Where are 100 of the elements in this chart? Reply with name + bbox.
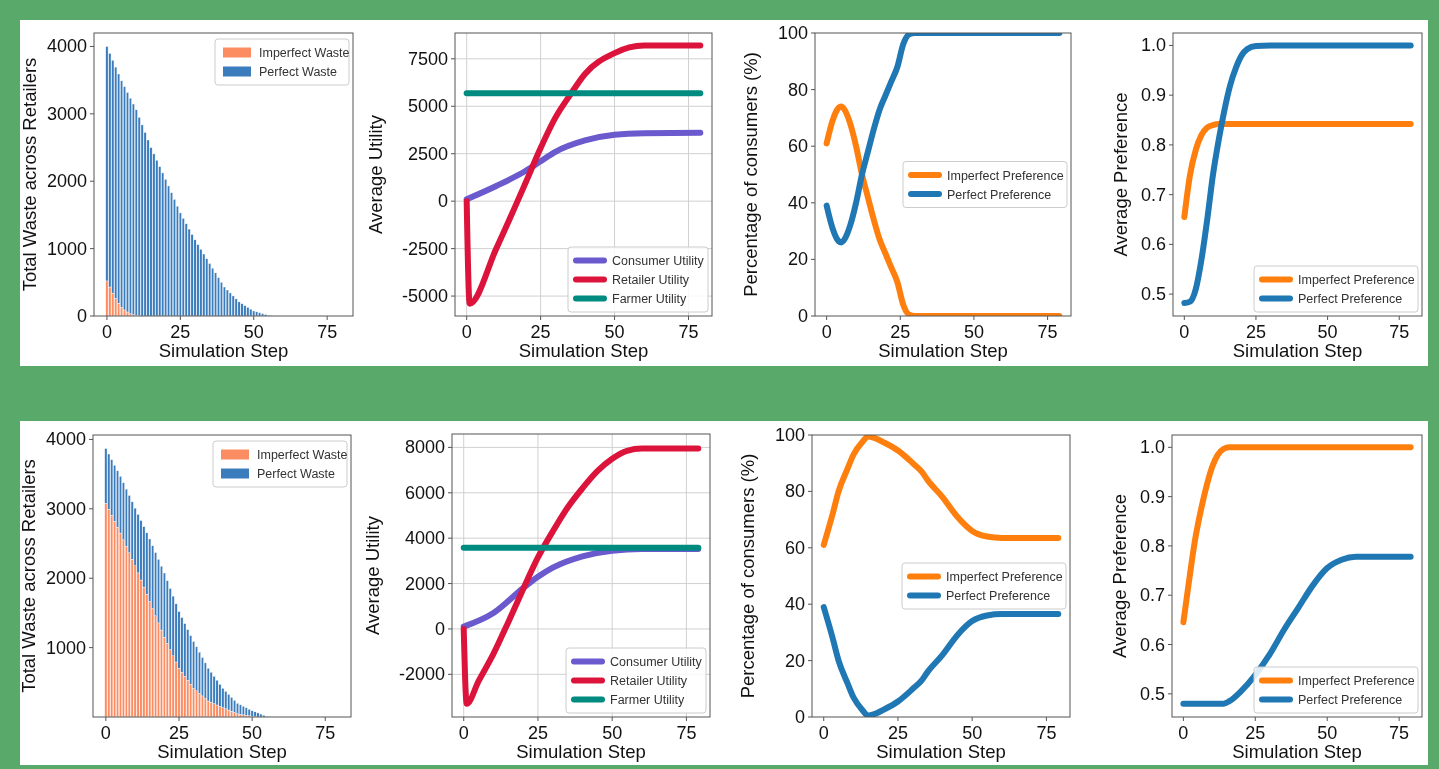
y-tick-label: 0.9	[1140, 85, 1166, 106]
x-tick-label: 25	[1245, 322, 1266, 342]
legend-label: Retailer Utility	[612, 273, 690, 287]
legend-label: Perfect Waste	[257, 467, 336, 481]
y-tick-label: -2500	[401, 238, 448, 259]
legend-label: Imperfect Preference	[1298, 674, 1415, 688]
x-tick-label: 25	[890, 322, 911, 342]
y-tick-label: 7500	[407, 48, 448, 69]
x-axis-title: Simulation Step	[1232, 741, 1362, 762]
y-tick-label: 2000	[46, 171, 87, 192]
x-tick-label: 75	[1037, 322, 1058, 342]
y-axis-title: Average Preference	[1110, 92, 1131, 257]
y-tick-label: 60	[787, 136, 808, 157]
y-tick-label: 0.7	[1140, 184, 1166, 205]
x-tick-label: 50	[1317, 723, 1338, 743]
y-tick-label: 40	[784, 594, 805, 615]
legend-label: Perfect Preference	[1298, 292, 1403, 306]
x-tick-label: 50	[604, 322, 625, 342]
legend-label: Imperfect Waste	[257, 448, 348, 462]
legend-label: Consumer Utility	[612, 254, 705, 268]
x-tick-label: 25	[527, 723, 548, 743]
y-tick-label: 0	[76, 306, 87, 326]
legend-label: Imperfect Waste	[259, 46, 350, 60]
legend-label: Perfect Preference	[947, 187, 1052, 202]
y-tick-label: 0.6	[1140, 234, 1166, 255]
x-axis-title: Simulation Step	[876, 741, 1006, 762]
y-tick-label: 6000	[404, 482, 445, 503]
y-tick-label: 8000	[404, 437, 445, 458]
y-tick-label: 100	[777, 23, 808, 43]
y-tick-label: 0.8	[1139, 535, 1165, 556]
legend-label: Consumer Utility	[610, 655, 703, 669]
y-tick-label: 0.9	[1139, 486, 1165, 507]
x-tick-label: 50	[962, 723, 983, 743]
y-tick-label: 2000	[404, 573, 445, 594]
y-tick-label: 0.5	[1139, 683, 1165, 704]
legend-label: Farmer Utility	[612, 292, 688, 306]
legend-label: Retailer Utility	[610, 674, 688, 688]
x-axis-title: Simulation Step	[1232, 340, 1363, 361]
y-axis-title: Total Waste across Retailers	[19, 57, 40, 292]
x-tick-label: 75	[1389, 723, 1410, 743]
x-tick-label: 25	[1245, 723, 1266, 743]
y-tick-label: 4000	[45, 429, 86, 450]
x-axis-title: Simulation Step	[158, 340, 289, 361]
y-axis-title: Average Utility	[362, 515, 383, 635]
x-tick-label: 25	[887, 723, 908, 743]
y-tick-label: 100	[774, 425, 805, 445]
y-tick-label: 1000	[45, 637, 86, 658]
legend-label: Perfect Waste	[259, 65, 338, 79]
x-axis-title: Simulation Step	[516, 741, 646, 762]
y-axis-title: Percentage of consumers (%)	[737, 453, 758, 699]
x-tick-label: 0	[1178, 723, 1189, 743]
y-tick-label: -5000	[401, 286, 448, 307]
y-tick-label: -2000	[398, 664, 445, 685]
x-tick-label: 75	[1389, 322, 1410, 342]
y-tick-label: 1.0	[1140, 35, 1166, 56]
y-tick-label: 2500	[407, 143, 448, 164]
x-tick-label: 0	[100, 723, 111, 743]
x-tick-label: 75	[678, 322, 699, 342]
y-tick-label: 1000	[46, 238, 87, 259]
y-axis-title: Total Waste across Retailers	[18, 459, 39, 693]
y-tick-label: 0	[434, 618, 445, 639]
y-axis-title: Average Utility	[365, 114, 386, 234]
x-tick-label: 0	[818, 723, 829, 743]
legend-label: Perfect Preference	[1298, 693, 1403, 707]
y-tick-label: 80	[787, 79, 808, 100]
x-tick-label: 75	[315, 723, 336, 743]
x-tick-label: 0	[1179, 322, 1190, 342]
legend-label: Perfect Preference	[946, 589, 1051, 603]
y-tick-label: 0	[797, 306, 808, 326]
x-tick-label: 75	[317, 322, 338, 342]
y-tick-label: 0.5	[1140, 284, 1166, 305]
x-axis-title: Simulation Step	[157, 741, 287, 762]
legend-label: Imperfect Preference	[1298, 273, 1415, 287]
y-tick-label: 0	[437, 191, 448, 212]
x-axis-title: Simulation Step	[878, 340, 1008, 361]
legend-label: Imperfect Preference	[947, 168, 1064, 183]
x-tick-label: 0	[821, 322, 832, 342]
x-tick-label: 25	[170, 322, 191, 342]
y-tick-label: 0	[794, 707, 805, 727]
y-axis-title: Average Preference	[1109, 493, 1130, 659]
y-tick-label: 0.7	[1139, 585, 1165, 606]
legend-label: Farmer Utility	[610, 693, 686, 707]
x-tick-label: 50	[602, 723, 623, 743]
y-tick-label: 60	[784, 537, 805, 558]
y-tick-label: 2000	[45, 568, 86, 589]
x-tick-label: 75	[676, 723, 697, 743]
x-tick-label: 75	[1036, 723, 1057, 743]
x-tick-label: 50	[1317, 322, 1338, 342]
y-tick-label: 1.0	[1139, 437, 1165, 458]
x-tick-label: 25	[168, 723, 190, 743]
y-tick-label: 80	[784, 481, 805, 502]
x-tick-label: 0	[461, 322, 472, 342]
y-tick-label: 5000	[407, 96, 448, 117]
y-tick-label: 20	[787, 249, 808, 270]
x-tick-label: 50	[963, 322, 984, 342]
y-tick-label: 0.6	[1139, 634, 1165, 655]
legend-label: Imperfect Preference	[946, 570, 1063, 584]
x-tick-label: 50	[242, 723, 263, 743]
y-tick-label: 4000	[404, 528, 445, 549]
x-tick-label: 50	[243, 322, 264, 342]
